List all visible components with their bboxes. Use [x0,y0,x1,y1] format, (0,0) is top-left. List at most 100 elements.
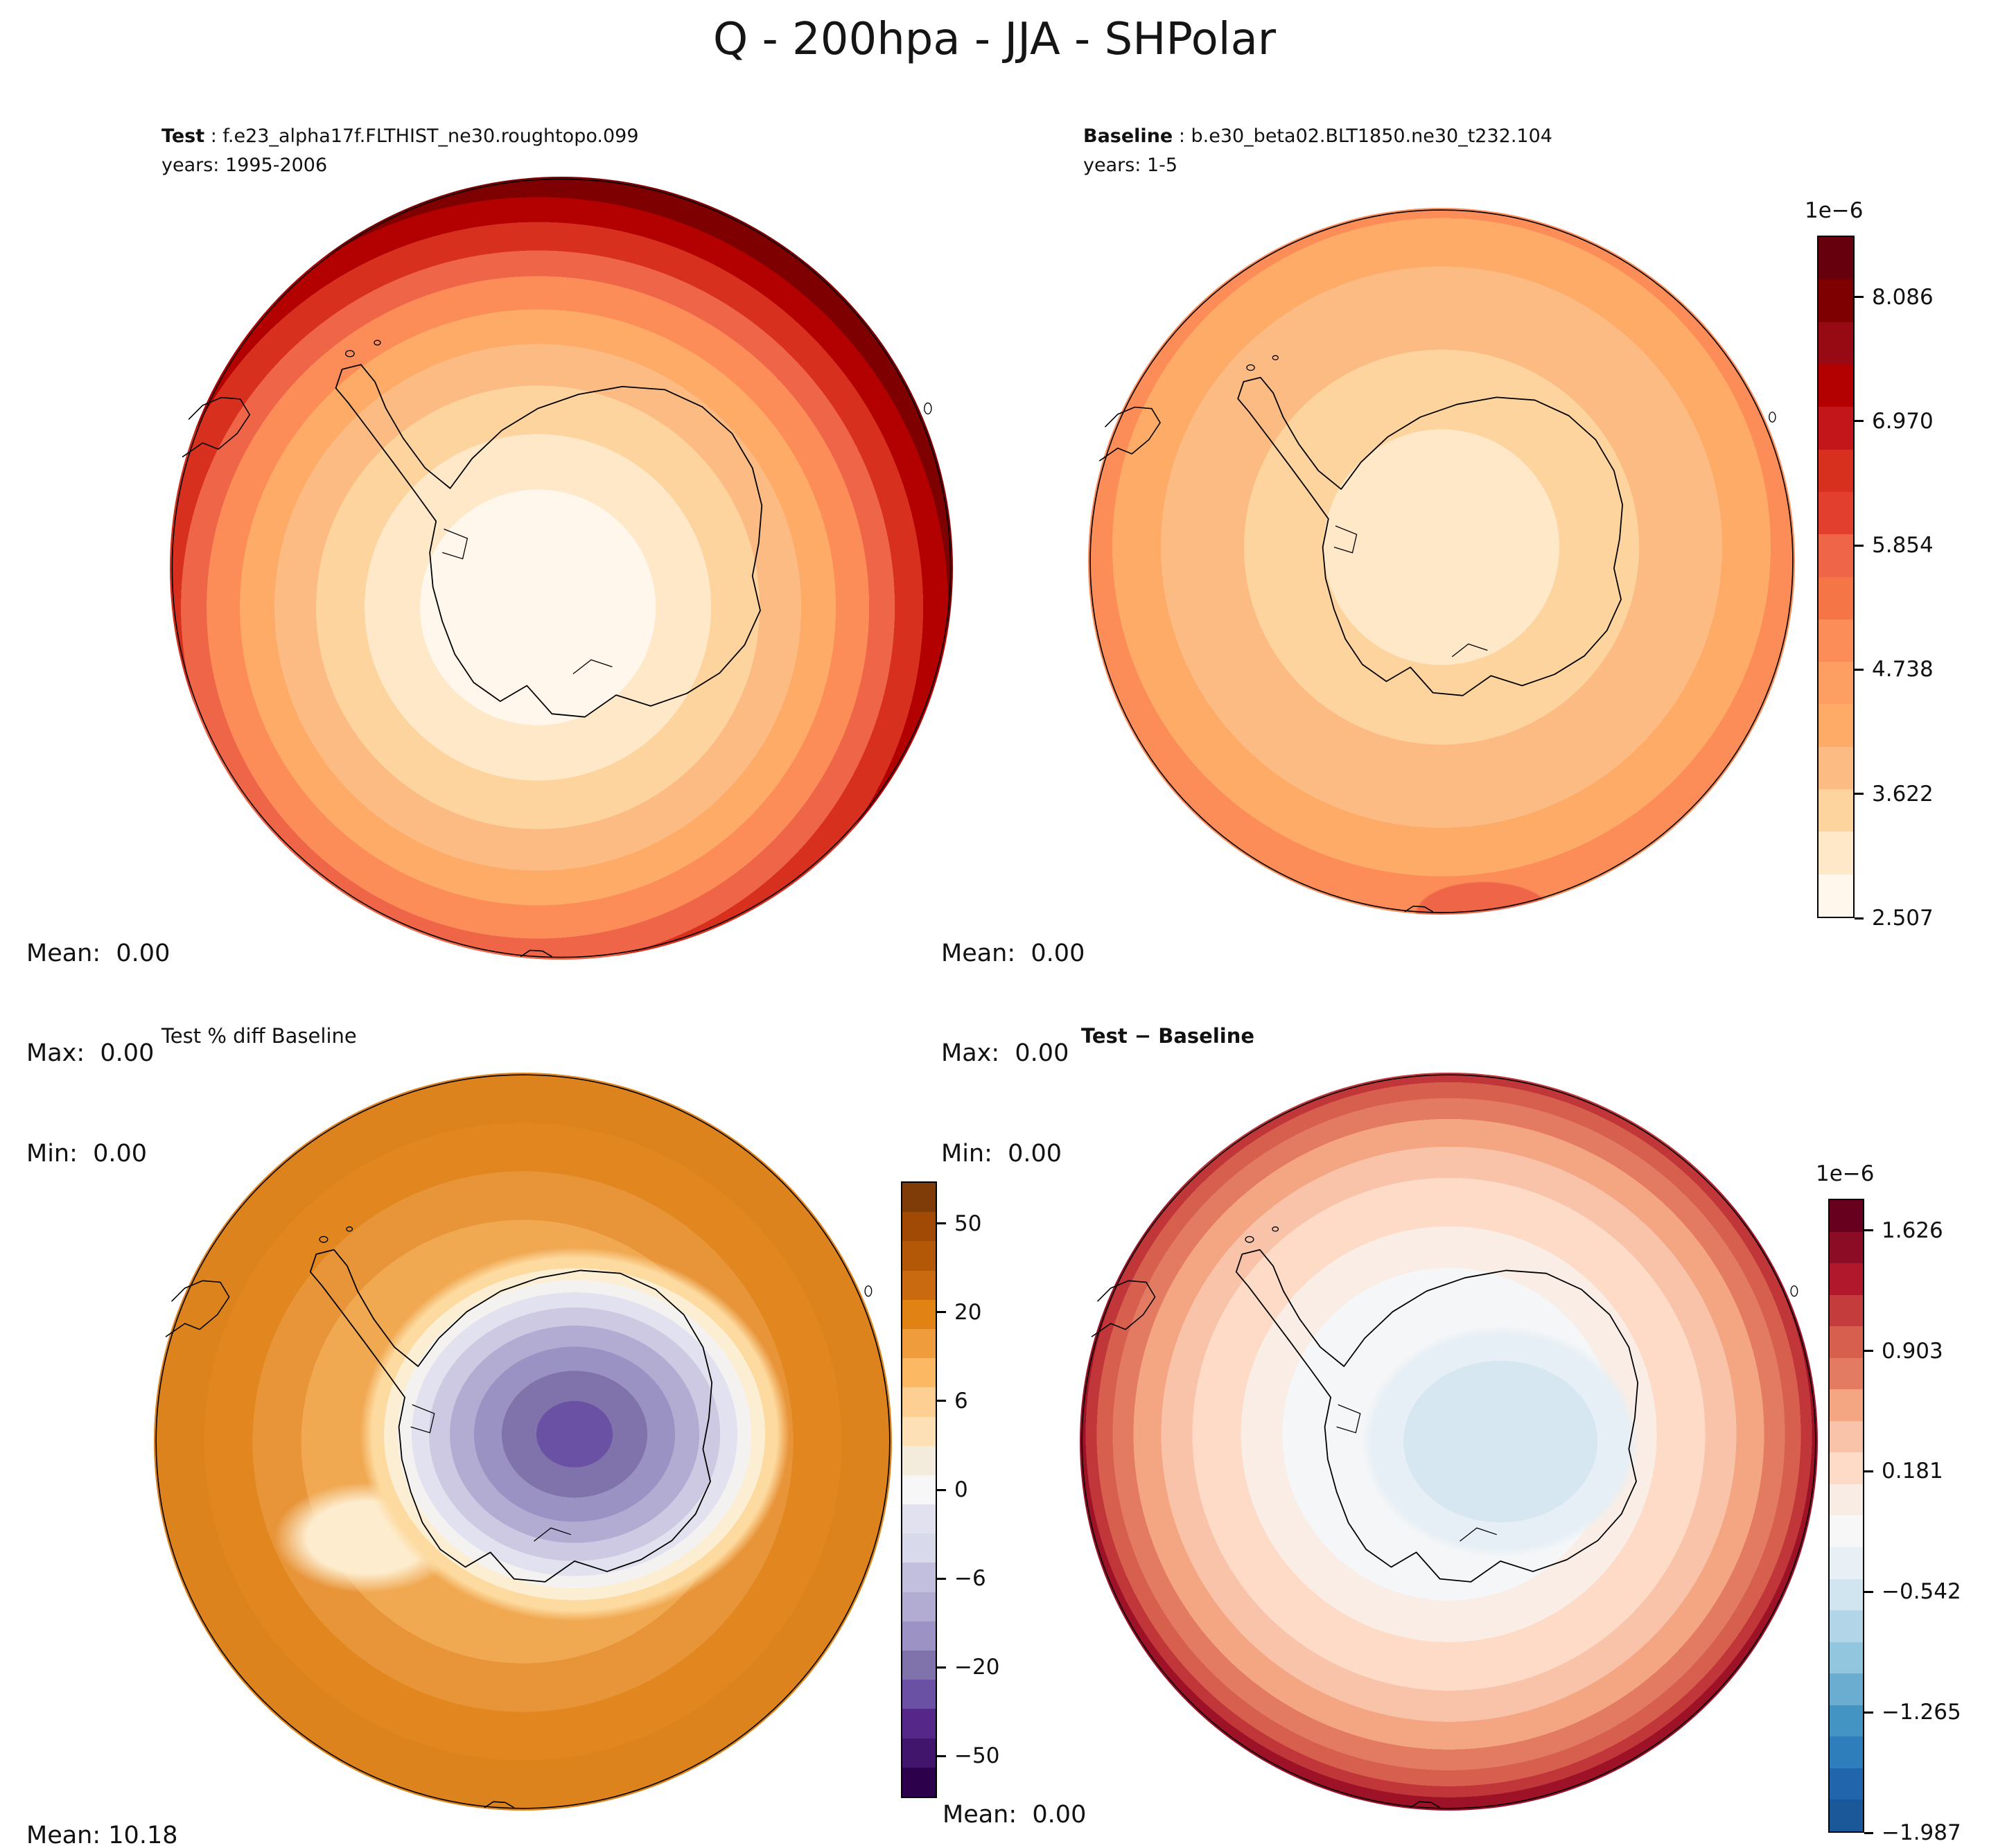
colorbar-band [1830,1294,1863,1327]
pct-diff-title: Test % diff Baseline [161,1024,357,1048]
colorbar-tick: 2.507 [1855,906,1934,931]
map-baseline-overlay [1088,208,1795,915]
test-panel-header: Test : f.e23_alpha17f.FLTHIST_ne30.rough… [161,122,639,180]
island-speck-1 [1245,1236,1254,1242]
colorbar-band [902,1563,936,1592]
colorbar-band [902,1475,936,1505]
tick-mark [1855,420,1864,423]
test-mean: Mean: 0.00 [26,939,170,967]
tick-mark [1855,668,1864,671]
colorbar-band [1830,1768,1863,1800]
antarctica-coastline [336,364,762,716]
colorbar-tick: −0.542 [1864,1579,1961,1604]
colorbar-band [902,1738,936,1768]
colorbar-band [902,1387,936,1417]
colorbar-tick: 50 [937,1211,981,1236]
colorbar-band [1819,619,1853,662]
colorbar-band [1830,1547,1863,1579]
test-run-name: : f.e23_alpha17f.FLTHIST_ne30.roughtopo.… [204,125,639,147]
south-america-coast [1092,1281,1155,1337]
pct-diff-mean: Mean: 10.18 [26,1821,178,1848]
baseline-label: Baseline [1083,125,1173,147]
island-speck-1 [319,1236,328,1242]
baseline-mean: Mean: 0.00 [941,939,1085,967]
ice-shelf-line-ronne [1334,526,1357,553]
colorbar-tick: −50 [937,1743,999,1768]
antarctica-coastline [1238,378,1622,696]
ice-shelf-line-ross [534,1528,570,1541]
tick-mark [1855,296,1864,299]
tick-label: 2.507 [1872,906,1934,931]
baseline-run-name: : b.e30_beta02.BLT1850.ne30_t232.104 [1173,125,1552,147]
south-america-coast [166,1281,229,1337]
baseline-min: Min: 0.00 [941,1140,1062,1168]
colorbar-band [1819,322,1853,364]
tick-mark [1864,1229,1873,1232]
tick-label: −50 [954,1743,1000,1769]
tick-label: 0.903 [1882,1338,1943,1364]
colorbar-band [1830,1673,1863,1705]
colorbar-tick: 20 [937,1300,981,1325]
test-run-line: Test : f.e23_alpha17f.FLTHIST_ne30.rough… [161,122,639,151]
colorbar-band [1830,1578,1863,1611]
test-stats: Mean: 0.00 Max: 0.00 Min: 0.00 [26,870,170,1238]
map-boundary [1082,1075,1816,1809]
colorbar-tick: 0.903 [1864,1339,1943,1364]
tick-mark [937,1311,946,1314]
island-speck-2 [374,340,380,345]
tick-label: 8.086 [1872,284,1934,310]
colorbar-tick: 4.738 [1855,657,1934,682]
tick-label: −20 [954,1655,1000,1680]
diff-mean: Mean: 0.00 [943,1800,1087,1829]
colorbar-tick: −1.987 [1864,1820,1961,1845]
colorbar-band [1830,1484,1863,1516]
map-pct-diff-contours [154,1073,892,1811]
colorbar-gradient [1817,236,1855,918]
colorbar-band [902,1416,936,1446]
tick-mark [937,1577,946,1580]
baseline-panel-header: Baseline : b.e30_beta02.BLT1850.ne30_t23… [1083,122,1552,180]
coast-fragment-bottom [1405,906,1433,912]
island-speck-right [1791,1286,1798,1296]
colorbar-band [1830,1610,1863,1642]
colorbar-band [902,1445,936,1475]
map-boundary [156,1075,890,1809]
island-speck-1 [1247,364,1254,370]
south-america-coast [1099,407,1160,461]
tick-label: 20 [954,1299,982,1325]
baseline-stats: Mean: 0.00 Max: 0.00 Min: 0.00 [941,870,1085,1238]
colorbar-gradient [901,1181,937,1798]
ice-shelf-line-ross [1460,1528,1496,1541]
colorbar-tick: −20 [937,1655,999,1680]
colorbar-band [1830,1705,1863,1737]
coast-fragment-bottom [1410,1802,1440,1808]
colorbar-band [1830,1357,1863,1390]
test-years: years: 1995-2006 [161,154,328,176]
colorbar-band [902,1504,936,1534]
ice-shelf-line-ronne [442,529,467,559]
tick-label: 50 [954,1211,982,1236]
colorbar-band [902,1651,936,1680]
colorbar-band [902,1212,936,1242]
colorbar-tick: 6.970 [1855,409,1934,434]
colorbar-band [1830,1642,1863,1674]
colorbar-band [1830,1736,1863,1768]
tick-label: 0.181 [1882,1459,1943,1484]
antarctica-coastline [310,1250,712,1582]
map-boundary [1090,210,1793,913]
colorbar-tick: 6 [937,1389,968,1414]
antarctica-coastline [1236,1250,1638,1582]
test-max: Max: 0.00 [26,1039,155,1068]
colorbar-band [1830,1263,1863,1295]
colorbar-tick: 0.181 [1864,1459,1943,1484]
colorbar-tick: 3.622 [1855,782,1934,807]
island-speck-1 [346,351,354,357]
map-test [170,177,953,960]
colorbar-band [902,1621,936,1651]
tick-mark [937,1400,946,1402]
colorbar-gradient [1828,1199,1864,1833]
colorbar-band [1830,1389,1863,1421]
colorbar-diff-offset-label: 1e−6 [1816,1161,1875,1186]
colorbar-band [902,1328,936,1359]
colorbar-band [1819,831,1853,874]
